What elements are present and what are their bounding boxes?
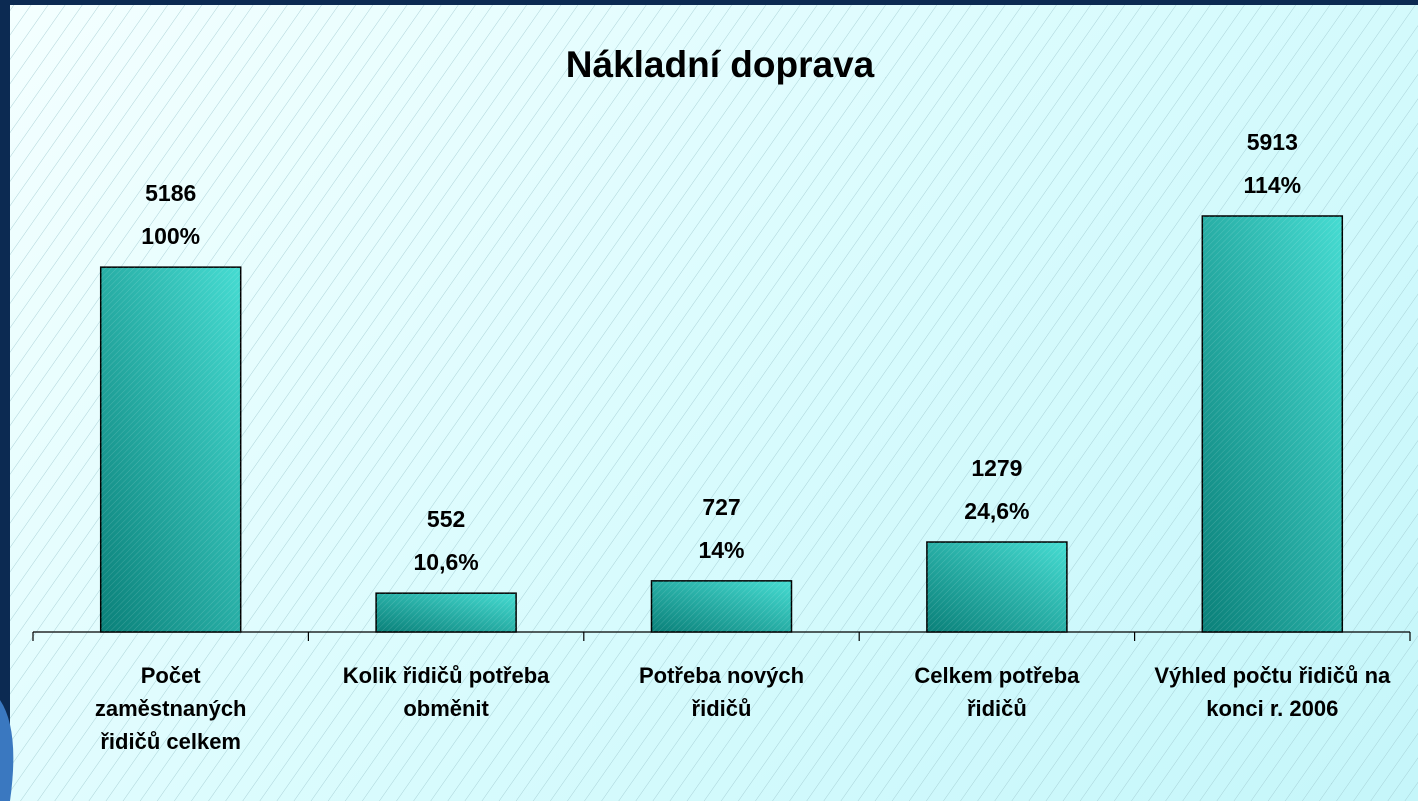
x-tick-label: Výhled počtu řidičů na konci r. 2006 [1154,663,1391,721]
x-tick-label: Kolik řidičů potřeba obměnit [342,663,550,721]
chart-title: Nákladní doprava [566,44,875,85]
x-tick-label: Počet zaměstnaných řidičů celkem [94,663,247,754]
percent-label: 14% [698,537,744,563]
bar-texture [100,267,241,632]
bar-texture [926,542,1067,632]
decoration [0,700,14,801]
value-label: 727 [702,494,740,520]
percent-label: 24,6% [964,498,1029,524]
percent-label: 114% [1244,172,1302,198]
value-label: 5913 [1247,129,1298,155]
percent-label: 100% [141,223,200,249]
value-label: 552 [427,506,465,532]
value-label: 1279 [971,455,1022,481]
hatching [10,5,1418,801]
x-tick-label: Potřeba nových řidičů [638,663,805,721]
percent-label: 10,6% [413,549,478,575]
bar-texture [376,593,517,632]
bar-texture [1202,216,1343,632]
value-label: 5186 [145,180,196,206]
x-tick-label: Celkem potřeba řidičů [914,663,1080,721]
bar-texture [651,580,792,632]
